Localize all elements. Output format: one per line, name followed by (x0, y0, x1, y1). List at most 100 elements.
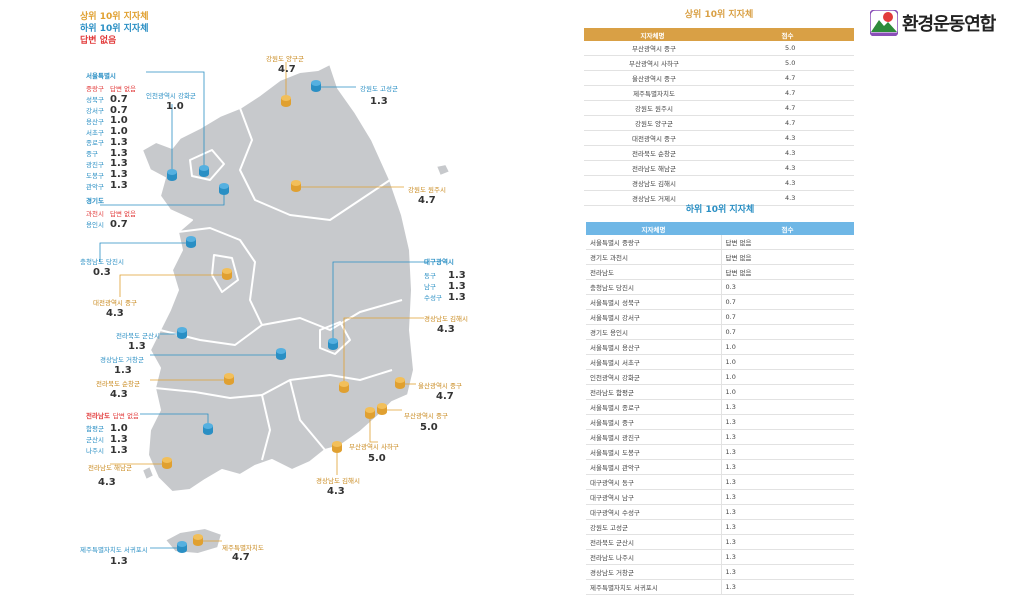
group-jeonnam-row: 함평군 1.0 (86, 423, 139, 434)
bottom-table-cell-score: 답변 없음 (720, 235, 854, 250)
top-table-row: 울산광역시 중구 4.7 (584, 70, 854, 86)
bottom-table: 지자체명 점수 서울특별시 중랑구 답변 없음 경기도 과천시 답변 없음 전라남도 답변… (586, 222, 854, 595)
top-table-header-name: 지자체명 (640, 31, 665, 40)
top-table-row: 대전광역시 중구 4.3 (584, 130, 854, 146)
label-gunsan-value: 1.3 (128, 341, 146, 352)
group-gyeonggi-row-name: 용인시 (86, 221, 104, 230)
label-dangjin-value: 0.3 (93, 267, 111, 278)
markers (162, 80, 405, 553)
bottom-table-row: 충청남도 당진시 0.3 (586, 279, 854, 295)
top-table-cell-score: 4.7 (721, 85, 854, 101)
group-seoul-row-name: 용산구 (86, 117, 104, 126)
label-jeju-name: 제주특별자치도 (222, 544, 264, 552)
top-table-row: 전라남도 해남군 4.3 (584, 160, 854, 176)
top-table-row: 경상남도 거제시 4.3 (584, 190, 854, 206)
label-gimhae2-name: 경상남도 김해시 (316, 477, 360, 485)
bottom-table-cell-name: 전라남도 나주시 (586, 549, 721, 565)
bottom-table-cell-score: 1.3 (720, 549, 854, 565)
top-table-row: 제주특별자치도 4.7 (584, 85, 854, 101)
group-jeonnam-row-value: 1.0 (110, 422, 128, 434)
group-seoul-row: 강서구 0.7 (86, 105, 136, 116)
label-ganghwa-value: 1.0 (166, 101, 184, 112)
label-gimhae-value: 4.3 (437, 324, 455, 335)
top-table-cell-name: 전라남도 해남군 (584, 160, 721, 176)
bottom-table-cell-score: 1.3 (720, 444, 854, 460)
group-seoul-row-name: 중구 (86, 150, 98, 159)
bottom-table-cell-name: 전라북도 군산시 (586, 534, 721, 550)
group-seoul-row-value: 1.3 (110, 147, 128, 159)
group-seoul-row-name: 종로구 (86, 139, 104, 148)
marker-wonju (291, 180, 301, 192)
marker-sunchang (224, 373, 234, 385)
marker-jeju (193, 534, 203, 546)
bottom-table-cell-score: 1.3 (720, 504, 854, 520)
group-seoul-row: 관악구 1.3 (86, 180, 136, 191)
top-table-cell-score: 4.7 (721, 115, 854, 131)
label-wonju-name: 강원도 원주시 (408, 186, 446, 194)
group-jeonnam-title: 전라남도 (86, 412, 110, 420)
group-seoul-row: 중랑구 답변 없음 (86, 83, 136, 94)
group-daegu-row-name: 동구 (424, 272, 436, 281)
group-seoul-row-value: 1.0 (110, 115, 128, 127)
marker-gyeonggi (219, 183, 229, 195)
group-gyeonggi-row-name: 과천시 (86, 210, 104, 219)
group-seoul-row-note: 답변 없음 (110, 85, 136, 94)
label-haenam-value: 4.3 (98, 477, 116, 488)
group-gyeonggi: 경기도 과천시 답변 없음 용인시 0.7 (86, 195, 136, 230)
group-daegu-row-value: 1.3 (448, 269, 466, 281)
group-seoul-row: 용산구 1.0 (86, 115, 136, 126)
group-jeonnam-row-value: 1.3 (110, 433, 128, 445)
label-goseong-value: 1.3 (370, 96, 388, 107)
group-jeonnam-row-name: 군산시 (86, 436, 104, 445)
group-seoul-row-value: 1.3 (110, 136, 128, 148)
group-seoul-row-name: 성북구 (86, 96, 104, 105)
group-seoul-row-value: 1.0 (110, 126, 128, 138)
bottom-table-cell-score: 1.3 (720, 579, 854, 595)
group-seoul-row-value: 1.3 (110, 169, 128, 181)
label-daejeon-value: 4.3 (106, 308, 124, 319)
bottom-table-cell-score: 0.7 (720, 309, 854, 325)
legend: 상위 10위 지자체 하위 10위 지자체 답변 없음 (80, 11, 148, 47)
label-gimhae-name: 경상남도 김해시 (424, 315, 468, 323)
bottom-table-row: 서울특별시 관악구 1.3 (586, 459, 854, 475)
bottom-table-cell-name: 경기도 용인시 (586, 324, 721, 340)
top-table-cell-score: 5.0 (721, 55, 854, 71)
top-table: 지자체명 점수 부산광역시 중구 5.0 부산광역시 사하구 5.0 울산광역시 중구 4… (584, 28, 854, 206)
group-jeonnam-row-value: 1.3 (110, 444, 128, 456)
top-table-cell-name: 강원도 양구군 (584, 115, 721, 131)
bottom-table-cell-score: 1.3 (720, 459, 854, 475)
group-seoul-row-name: 관악구 (86, 182, 104, 191)
group-gyeonggi-row-note: 답변 없음 (110, 210, 136, 219)
group-seoul-row-value: 1.3 (110, 158, 128, 170)
label-busan-saha-value: 5.0 (368, 453, 386, 464)
top-table-cell-score: 4.3 (721, 130, 854, 146)
group-daegu-row: 남구 1.3 (424, 281, 466, 292)
top-table-cell-name: 경상남도 거제시 (584, 190, 721, 206)
label-seogwipo-value: 1.3 (110, 556, 128, 567)
bottom-table-cell-name: 인천광역시 강화군 (586, 369, 721, 385)
marker-gimhae (339, 381, 349, 393)
top-table-title: 상위 10위 지자체 (684, 10, 754, 20)
mainland-landmass (141, 63, 415, 493)
bottom-table-cell-name: 서울특별시 종로구 (586, 399, 721, 415)
bottom-table-cell-score: 1.3 (720, 534, 854, 550)
group-gyeonggi-row-value: 0.7 (110, 218, 128, 230)
group-seoul-row: 성북구 0.7 (86, 94, 136, 105)
label-gimhae2-value: 4.3 (327, 486, 345, 497)
group-seoul-row-name: 강서구 (86, 106, 104, 115)
bottom-table-cell-score: 1.3 (720, 429, 854, 445)
bottom-table-cell-score: 답변 없음 (720, 264, 854, 280)
group-gyeonggi-row: 과천시 답변 없음 (86, 208, 136, 219)
marker-yanggu (281, 95, 291, 107)
marker-ganghwa (167, 169, 177, 181)
top-table-cell-name: 대전광역시 중구 (584, 130, 721, 146)
bottom-table-cell-name: 전라남도 함평군 (586, 384, 721, 400)
label-geochang-value: 1.3 (114, 365, 132, 376)
bottom-table-cell-score: 1.3 (720, 474, 854, 490)
top-table-row: 강원도 원주시 4.7 (584, 100, 854, 116)
group-daegu: 대구광역시 동구 1.3 남구 1.3 수성구 1.3 (424, 256, 466, 303)
label-daejeon-name: 대전광역시 중구 (93, 299, 137, 307)
top-table-row: 경상남도 김해시 4.3 (584, 175, 854, 191)
group-seoul-row: 서초구 1.0 (86, 126, 136, 137)
label-sunchang-name: 전라북도 순창군 (96, 380, 140, 388)
